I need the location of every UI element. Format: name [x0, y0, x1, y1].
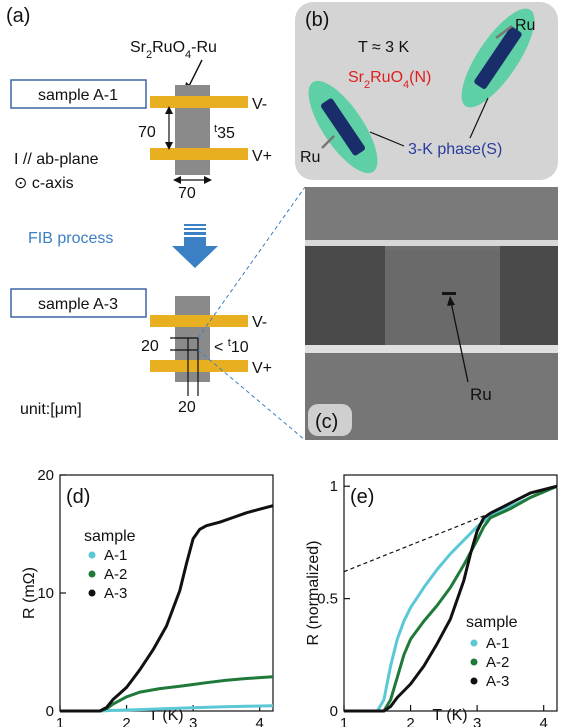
x-tick-label: 2: [406, 715, 414, 727]
y-tick-label: 10: [37, 585, 54, 602]
legend-marker-a-2: [470, 658, 478, 666]
series-line-a-2: [344, 484, 558, 713]
ru-label-lower: Ru: [300, 149, 320, 166]
v-plus-a3: V+: [252, 360, 272, 377]
x-tick-label: 2: [122, 715, 130, 727]
chart-e-ylabel: R (normalized): [305, 541, 322, 646]
legend-marker-a-1: [88, 551, 96, 559]
chart-e: (e) sample T (K) R (normalized) 1 2 3 4 0 0.5…: [305, 474, 558, 727]
current-direction: I // ab-plane: [14, 151, 99, 168]
legend-label-a-3: A-3: [104, 585, 127, 602]
v-plus-a1: V+: [252, 148, 272, 165]
thickness-a1: t35: [214, 123, 235, 142]
chart-d-ylabel: R (mΩ): [21, 567, 38, 619]
sem-ru-spot: [442, 292, 456, 295]
x-tick-label: 3: [189, 715, 197, 727]
legend-label-a-2: A-2: [486, 654, 509, 671]
dim-height-a1: 70: [138, 124, 156, 141]
material-label: Sr2RuO4-Ru: [130, 39, 217, 61]
phase-arrow-upper: [469, 97, 489, 139]
legend-marker-a-2: [88, 570, 96, 578]
chart-e-label: (e): [350, 486, 374, 508]
panel-a-label: (a): [6, 5, 30, 27]
sample-a3-label: sample A-3: [38, 296, 118, 313]
sem-right-trench: [500, 242, 558, 347]
temperature-label: T ≈ 3 K: [358, 39, 410, 56]
sample-a1-box: [10, 79, 147, 109]
x-tick-label: 4: [540, 715, 548, 727]
chart-e-xlabel: T (K): [432, 707, 467, 724]
legend-label-a-2: A-2: [104, 566, 127, 583]
sample-a3-box: [10, 288, 147, 318]
dashed-normal-state-line: [343, 512, 491, 573]
legend-marker-a-3: [88, 589, 96, 597]
x-tick-label: 3: [473, 715, 481, 727]
sample-a1-label: sample A-1: [38, 87, 118, 104]
dim-height-a3: 20: [141, 338, 159, 355]
chart-e-frame: [343, 474, 558, 712]
legend-label-a-3: A-3: [486, 673, 509, 690]
phase-arrow-lower: [369, 131, 405, 147]
fib-arrow: [172, 224, 218, 268]
panel-b-label: (b): [305, 9, 329, 31]
unit-label: unit:[μm]: [20, 401, 82, 418]
ru-label-upper: Ru: [515, 17, 535, 34]
panel-c-label: (c): [315, 411, 338, 433]
dim-width-a3: 20: [178, 399, 196, 416]
chart-d-label: (d): [66, 486, 90, 508]
y-tick-label: 0: [330, 703, 338, 720]
legend-label-a-1: A-1: [104, 547, 127, 564]
zoom-line-bottom: [197, 349, 306, 441]
sem-bridge: [385, 250, 500, 345]
series-line-a-3: [344, 484, 558, 713]
dim-width-a1: 70: [178, 185, 196, 202]
phase-label: 3-K phase(S): [408, 141, 502, 158]
y-tick-label: 20: [37, 467, 54, 484]
chart-d: (d) sample T (K) R (mΩ) 1 2 3 4 0 10 20 A-1 A-2…: [21, 467, 274, 727]
electrode-a1-bottom: [150, 148, 248, 160]
legend-marker-a-3: [470, 677, 478, 685]
dim-arrowheads-horizontal: [173, 176, 212, 184]
sem-edge-top: [305, 240, 558, 246]
sem-edge-bottom: [305, 345, 558, 353]
legend-marker-a-1: [470, 639, 478, 647]
thickness-a3: < t10: [214, 337, 249, 356]
ru-inclusion-lower: [308, 80, 378, 174]
v-minus-a3: V-: [252, 314, 267, 331]
x-tick-label: 1: [56, 715, 64, 727]
sem-ru-label: Ru: [470, 385, 492, 404]
y-tick-label: 1: [330, 478, 338, 495]
ru-inclusion-upper: [461, 8, 535, 108]
series-line-a-3: [60, 504, 274, 713]
panel-b: (b) T ≈ 3 K Sr2RuO4(N) Ru Ru 3-K phase(S…: [295, 2, 558, 180]
legend-label-a-1: A-1: [486, 635, 509, 652]
ru-arrow-upper: [495, 25, 513, 39]
x-tick-label: 1: [340, 715, 348, 727]
y-tick-label: 0.5: [317, 591, 338, 608]
v-minus-a1: V-: [252, 96, 267, 113]
chart-d-xlabel: T (K): [148, 707, 183, 724]
sem-upper-region: [305, 187, 558, 242]
c-axis-label: ⊙ c-axis: [14, 175, 74, 192]
chart-d-legend-title: sample: [84, 528, 136, 545]
x-tick-label: 4: [256, 715, 264, 727]
electrode-a3-bottom: [150, 360, 248, 372]
y-tick-label: 0: [46, 703, 54, 720]
zoom-line-top: [197, 186, 306, 339]
sem-ru-arrow: [450, 301, 469, 383]
fib-process-label: FIB process: [28, 230, 113, 247]
sem-left-trench: [305, 242, 385, 347]
ru-arrow-lower: [321, 135, 335, 149]
material-pointer: [187, 59, 203, 89]
panel-a: (a) Sr2RuO4-Ru sample A-1 V- V+ 70 t35 7…: [6, 5, 306, 441]
panel-c: Ru (c): [305, 187, 558, 440]
electrode-a3-top: [150, 315, 248, 327]
sem-ru-arrowhead: [447, 296, 455, 306]
electrode-a1-top: [150, 96, 248, 108]
chart-e-legend-title: sample: [466, 614, 518, 631]
panel-c-label-bg: [308, 404, 352, 436]
series-line-a-1: [344, 484, 558, 713]
